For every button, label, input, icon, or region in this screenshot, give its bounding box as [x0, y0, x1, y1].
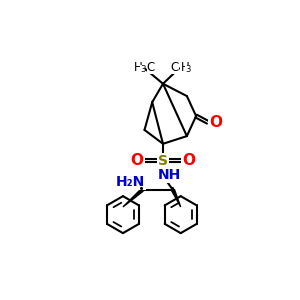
Text: C: C — [147, 61, 155, 74]
Polygon shape — [172, 189, 181, 207]
Text: O: O — [183, 153, 196, 168]
Text: 3: 3 — [185, 65, 191, 74]
Text: 3: 3 — [140, 65, 145, 74]
Text: C: C — [170, 61, 178, 74]
Text: O: O — [130, 153, 143, 168]
Polygon shape — [123, 189, 143, 207]
Text: H: H — [181, 61, 190, 74]
Text: H₂N: H₂N — [115, 175, 145, 189]
Text: NH: NH — [158, 168, 181, 182]
Text: O: O — [209, 115, 222, 130]
Text: H: H — [134, 61, 143, 74]
Text: S: S — [158, 154, 168, 168]
